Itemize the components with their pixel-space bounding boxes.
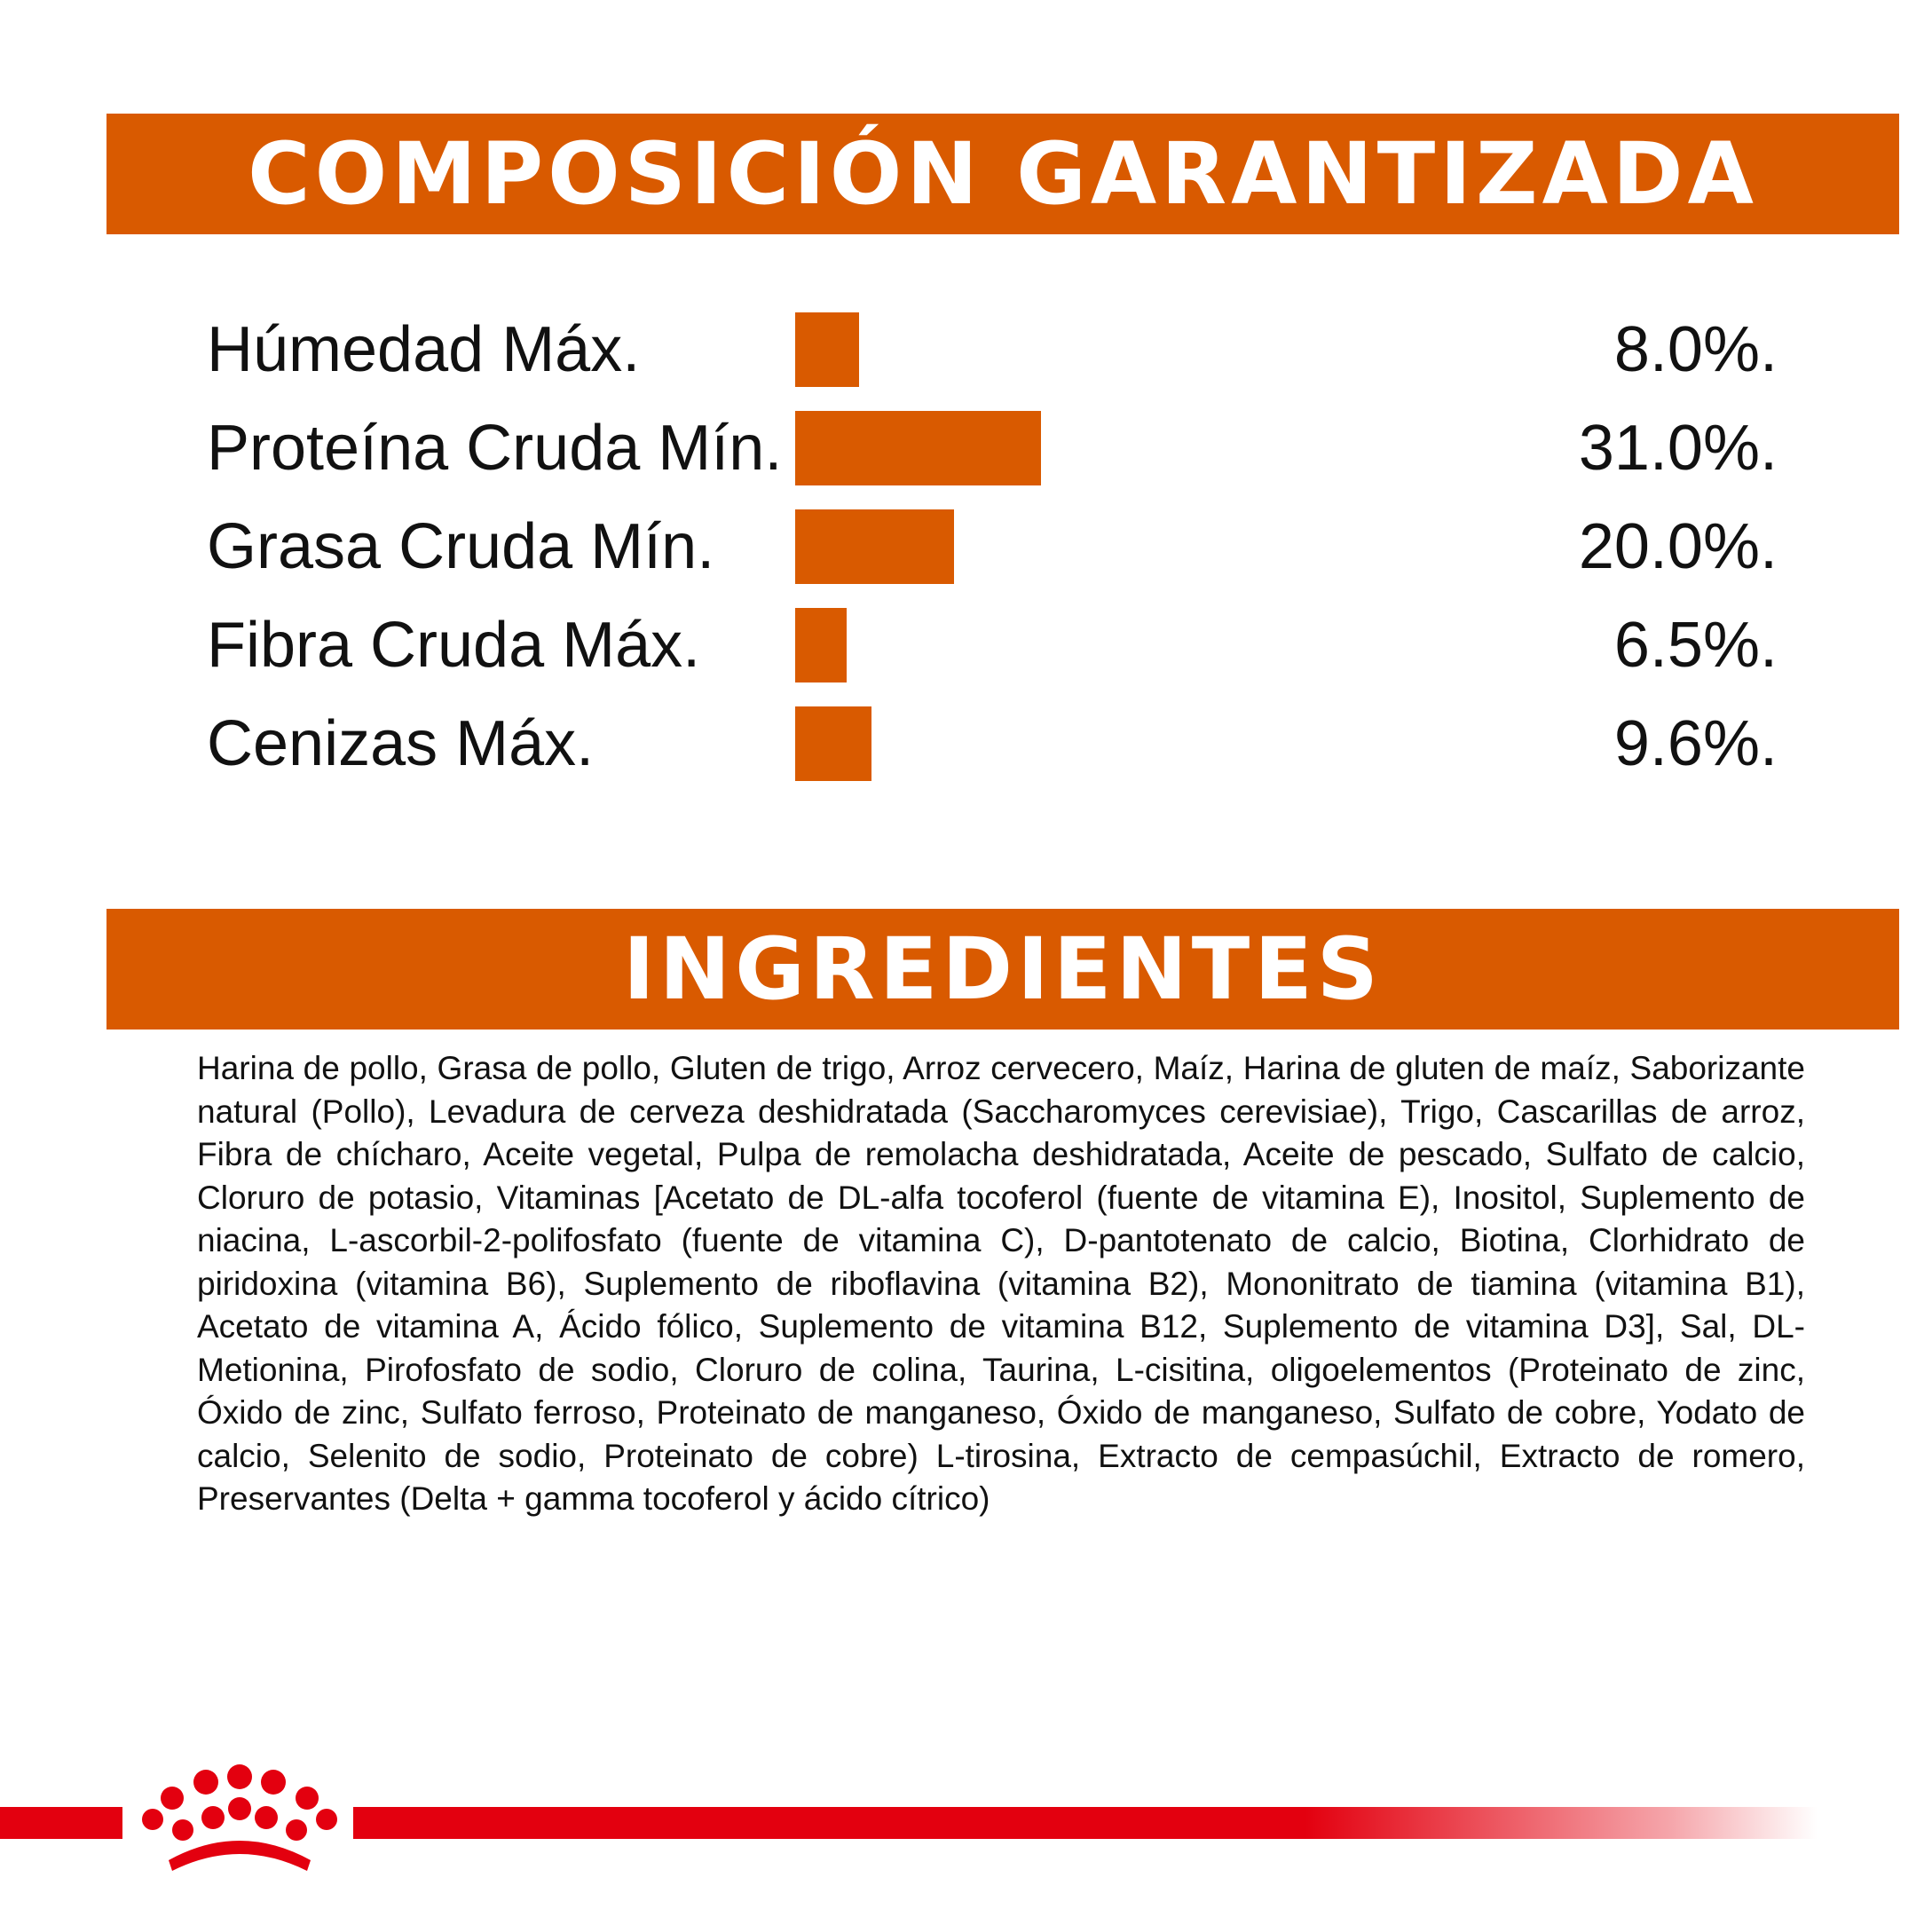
nutrient-label: Grasa Cruda Mín. — [207, 511, 715, 582]
royal-crown-icon — [142, 1764, 337, 1871]
nutrient-bar — [795, 411, 1041, 485]
composition-row: Proteína Cruda Mín. 31.0%. — [0, 411, 1932, 485]
nutrient-value: 6.5%. — [1613, 610, 1778, 681]
nutrient-value: 9.6%. — [1613, 708, 1778, 779]
nutrient-label: Fibra Cruda Máx. — [207, 610, 701, 681]
composition-row: Húmedad Máx. 8.0%. — [0, 312, 1932, 387]
nutrient-bar — [795, 608, 847, 682]
footer-line-left — [0, 1807, 122, 1839]
ingredients-title: INGREDIENTES — [623, 919, 1383, 1019]
nutrient-value: 31.0%. — [1578, 413, 1778, 484]
composition-row: Fibra Cruda Máx. 6.5%. — [0, 608, 1932, 682]
nutrient-label: Húmedad Máx. — [207, 314, 641, 385]
nutrient-bar — [795, 312, 859, 387]
nutrient-value: 8.0%. — [1613, 314, 1778, 385]
composition-row: Cenizas Máx. 9.6%. — [0, 706, 1932, 781]
ingredients-banner: INGREDIENTES — [106, 909, 1899, 1030]
ingredients-text: Harina de pollo, Grasa de pollo, Gluten … — [197, 1050, 1805, 1517]
footer-line-right — [353, 1807, 1818, 1839]
nutrient-bar — [795, 706, 871, 781]
nutrient-label: Cenizas Máx. — [207, 708, 595, 779]
composition-title: COMPOSICIÓN GARANTIZADA — [248, 124, 1758, 224]
composition-banner: COMPOSICIÓN GARANTIZADA — [106, 114, 1899, 234]
composition-row: Grasa Cruda Mín. 20.0%. — [0, 509, 1932, 584]
nutrient-value: 20.0%. — [1578, 511, 1778, 582]
nutrient-bar — [795, 509, 954, 584]
nutrient-label: Proteína Cruda Mín. — [207, 413, 783, 484]
